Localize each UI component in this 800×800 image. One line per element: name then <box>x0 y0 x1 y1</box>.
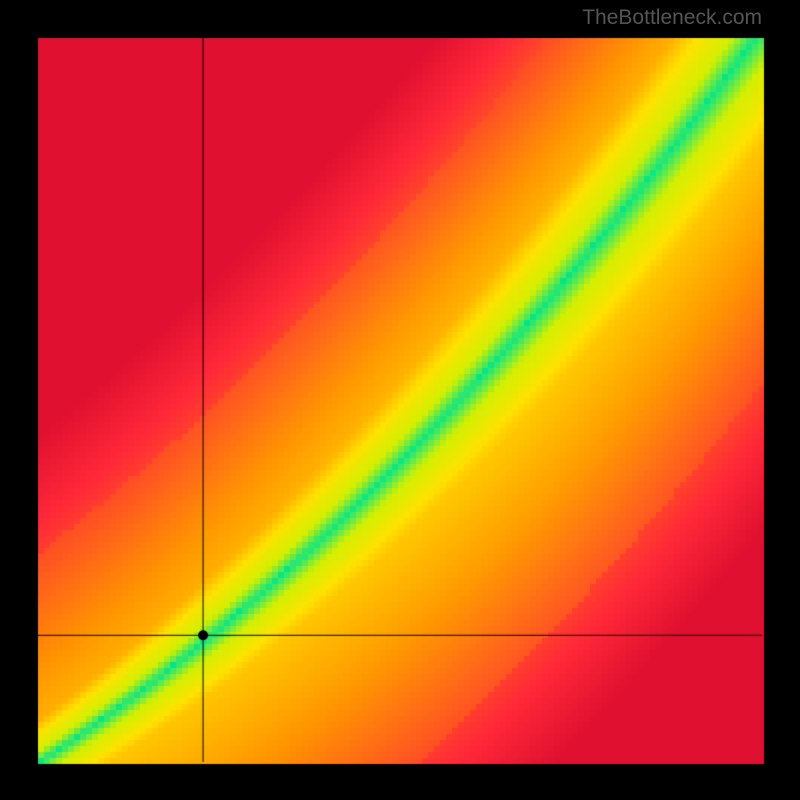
watermark-text: TheBottleneck.com <box>582 6 762 30</box>
bottleneck-heatmap-container: TheBottleneck.com <box>0 0 800 800</box>
heatmap-canvas <box>0 0 800 800</box>
